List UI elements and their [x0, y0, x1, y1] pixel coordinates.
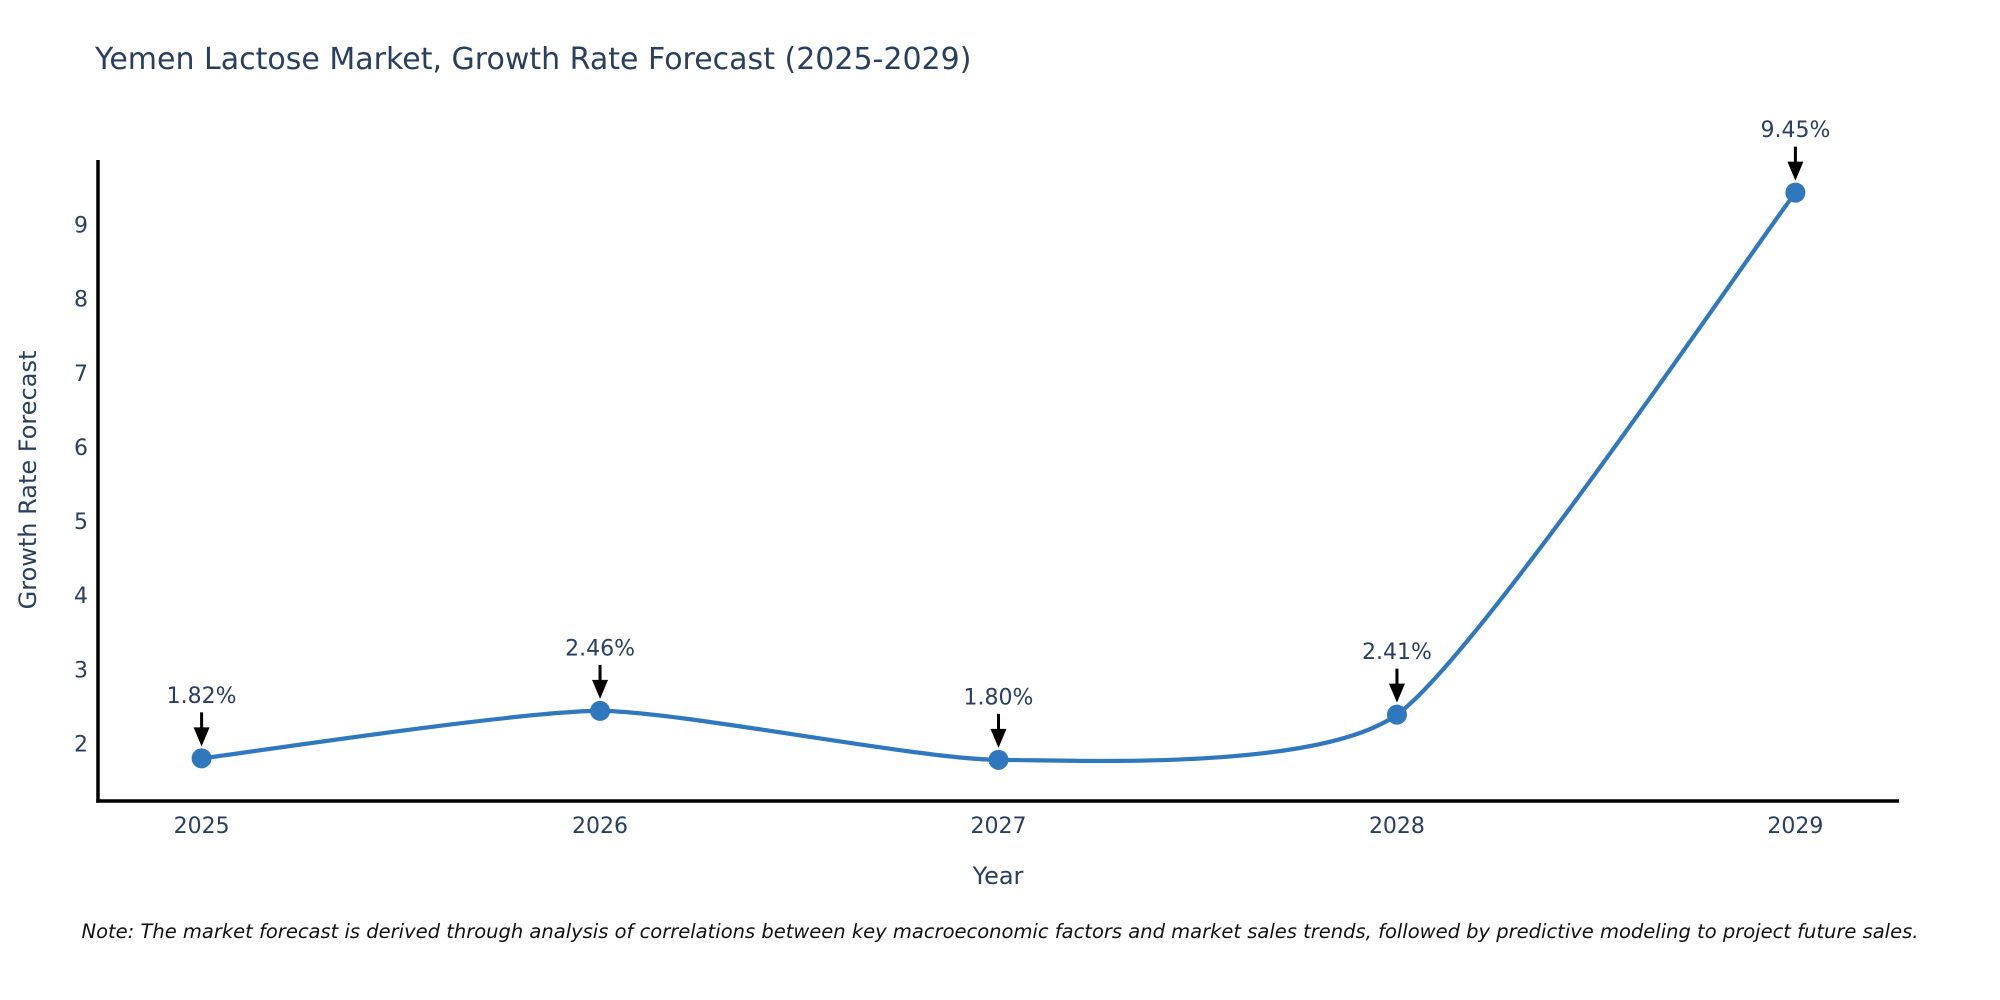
- annotation-arrowhead: [990, 728, 1007, 748]
- x-tick-label: 2026: [572, 814, 628, 839]
- annotation-arrowhead: [1388, 683, 1405, 703]
- y-tick-label: 4: [74, 584, 88, 609]
- x-tick-label: 2027: [971, 814, 1027, 839]
- annotation-label: 1.80%: [964, 685, 1034, 710]
- annotation-arrowhead: [1787, 161, 1804, 181]
- chart-footnote: Note: The market forecast is derived thr…: [81, 920, 1919, 943]
- x-tick-label: 2028: [1369, 814, 1425, 839]
- y-tick-label: 2: [74, 733, 88, 758]
- x-axis-title: Year: [972, 862, 1024, 890]
- data-point-marker: [1785, 182, 1806, 203]
- annotation-label: 9.45%: [1760, 118, 1830, 143]
- data-point-marker: [988, 749, 1009, 770]
- annotation-label: 1.82%: [167, 684, 237, 709]
- data-point-marker: [1386, 704, 1407, 725]
- y-tick-label: 6: [74, 436, 88, 461]
- data-point-marker: [590, 700, 611, 721]
- x-tick-label: 2029: [1767, 814, 1823, 839]
- x-tick-label: 2025: [174, 814, 230, 839]
- y-tick-label: 8: [74, 288, 88, 313]
- y-tick-label: 9: [74, 213, 88, 238]
- annotation-arrowhead: [193, 727, 210, 747]
- chart-title: Yemen Lactose Market, Growth Rate Foreca…: [95, 42, 972, 77]
- annotation-label: 2.41%: [1362, 640, 1432, 665]
- forecast-line: [199, 190, 1798, 764]
- y-tick-label: 5: [74, 510, 88, 535]
- data-point-marker: [191, 748, 212, 769]
- annotation-arrowhead: [592, 679, 609, 699]
- annotation-label: 2.46%: [565, 636, 635, 661]
- y-tick-label: 7: [74, 362, 88, 387]
- y-tick-label: 3: [74, 658, 88, 683]
